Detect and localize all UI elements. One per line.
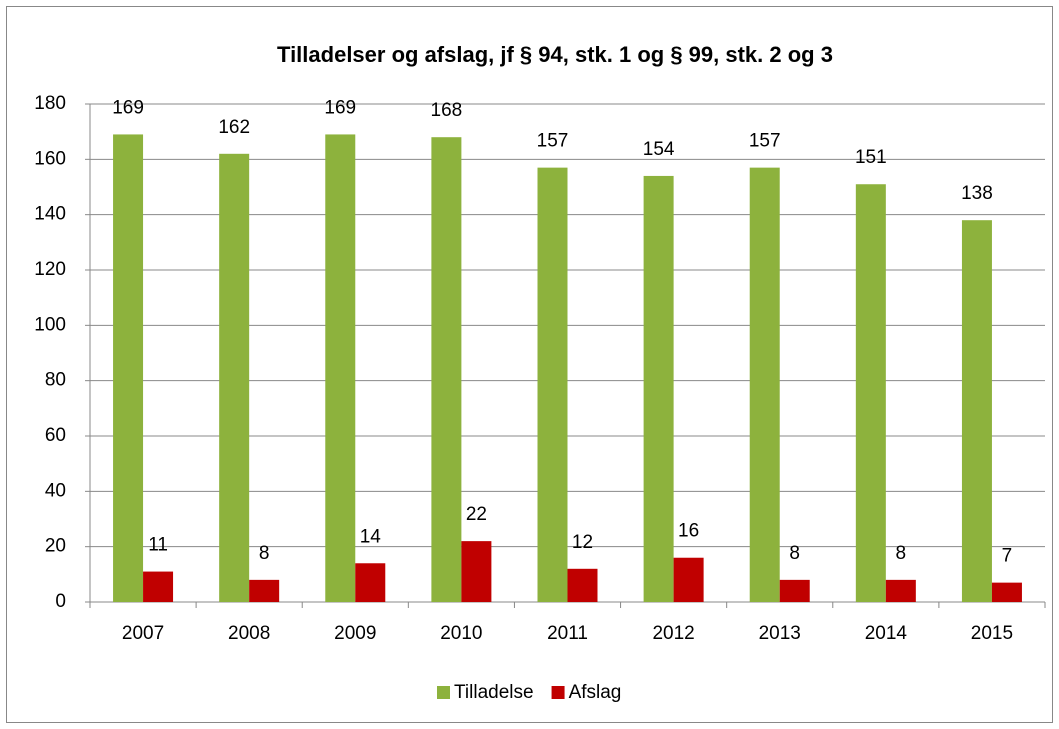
y-tick-label: 180	[34, 93, 66, 114]
data-label: 138	[961, 183, 993, 204]
data-label: 157	[537, 131, 569, 152]
x-tick-label: 2014	[865, 623, 908, 644]
y-tick-label: 160	[34, 148, 66, 169]
data-label: 8	[259, 543, 270, 564]
bar	[249, 579, 280, 602]
bar	[537, 167, 568, 602]
data-label: 8	[896, 543, 907, 564]
bar	[113, 134, 144, 602]
data-label: 169	[112, 97, 144, 118]
y-tick-label: 80	[45, 370, 66, 391]
y-tick-label: 0	[55, 591, 66, 612]
bar	[219, 153, 250, 603]
bar	[431, 137, 462, 602]
x-tick-label: 2007	[122, 623, 164, 644]
bar	[643, 175, 674, 602]
x-tick-label: 2008	[228, 623, 270, 644]
bar	[567, 568, 598, 602]
bar	[325, 134, 356, 602]
bar	[143, 571, 174, 602]
legend-swatch	[551, 686, 565, 699]
chart-title: Tilladelser og afslag, jf § 94, stk. 1 o…	[277, 42, 833, 67]
bar	[673, 557, 704, 602]
x-tick-label: 2012	[652, 623, 694, 644]
data-label: 169	[324, 97, 356, 118]
legend-label: Afslag	[569, 682, 622, 703]
bar	[885, 579, 916, 602]
data-label: 162	[218, 117, 250, 138]
legend-label: Tilladelse	[454, 682, 534, 703]
bar	[779, 579, 810, 602]
x-tick-label: 2013	[759, 623, 801, 644]
data-label: 22	[466, 504, 487, 525]
y-tick-label: 100	[34, 314, 66, 335]
y-tick-label: 120	[34, 259, 66, 280]
bar	[961, 220, 992, 602]
data-label: 11	[148, 535, 168, 556]
bar	[461, 541, 492, 602]
x-tick-label: 2010	[440, 623, 482, 644]
bar	[749, 167, 780, 602]
data-label: 12	[572, 532, 593, 553]
data-label: 8	[789, 543, 800, 564]
chart-frame	[6, 6, 1053, 723]
data-label: 168	[431, 100, 463, 121]
bar	[355, 563, 386, 602]
data-label: 157	[749, 131, 781, 152]
x-tick-label: 2015	[971, 623, 1013, 644]
data-label: 154	[643, 139, 675, 160]
y-tick-label: 140	[34, 204, 66, 225]
y-tick-label: 60	[45, 425, 66, 446]
bar	[991, 582, 1022, 602]
data-label: 14	[360, 526, 382, 547]
x-tick-label: 2009	[334, 623, 376, 644]
data-label: 16	[678, 521, 699, 542]
y-tick-label: 20	[45, 536, 66, 557]
data-label: 7	[1002, 546, 1013, 567]
data-label: 151	[855, 147, 887, 168]
bar	[855, 184, 886, 602]
x-tick-label: 2011	[547, 623, 588, 644]
legend-swatch	[437, 686, 450, 699]
y-tick-label: 40	[45, 480, 66, 501]
